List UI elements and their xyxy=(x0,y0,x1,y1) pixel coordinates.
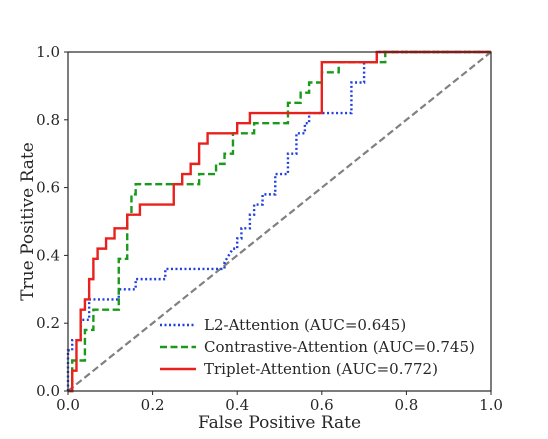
y-axis-label: True Positive Rate xyxy=(18,142,38,301)
x-tick-label: 0.8 xyxy=(394,396,418,414)
x-tick-label: 1.0 xyxy=(479,396,503,414)
y-tick-label: 1.0 xyxy=(36,43,60,61)
plot-area xyxy=(66,50,492,393)
y-tick-label: 0.6 xyxy=(36,179,60,197)
legend-label-2: Triplet-Attention (AUC=0.772) xyxy=(204,360,438,378)
y-tick-label: 0.8 xyxy=(36,111,60,129)
chance-diagonal-line xyxy=(67,51,492,392)
legend-label-0: L2-Attention (AUC=0.645) xyxy=(204,316,406,334)
y-tick-label: 0.4 xyxy=(36,246,60,264)
x-tick-label: 0.4 xyxy=(225,396,249,414)
plot-frame xyxy=(67,51,492,392)
y-tick-label: 0.2 xyxy=(36,314,60,332)
x-tick-label: 0.2 xyxy=(141,396,165,414)
legend-label-1: Contrastive-Attention (AUC=0.745) xyxy=(204,338,475,356)
series-line-2 xyxy=(68,50,491,393)
y-tick-label: 0.0 xyxy=(36,382,60,400)
legend: L2-Attention (AUC=0.645) Contrastive-Atte… xyxy=(160,316,475,378)
x-axis-label: False Positive Rate xyxy=(198,413,361,433)
x-tick-label: 0.6 xyxy=(310,396,334,414)
x-tick-label: 0.0 xyxy=(56,396,80,414)
series-line-1 xyxy=(68,50,491,393)
axis-ticks: 0.0 0.2 0.4 0.6 0.8 1.0 0.0 0.2 0.4 0.6 0.8 1.0 xyxy=(36,43,503,414)
